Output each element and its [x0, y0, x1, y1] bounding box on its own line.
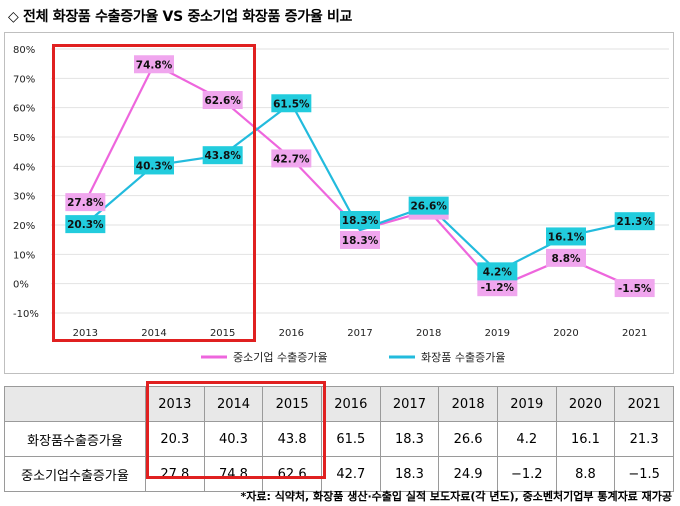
- table-cell: 4.2: [496, 421, 557, 457]
- y-tick-label: -10%: [13, 309, 39, 320]
- data-label: 18.3%: [342, 215, 379, 227]
- y-tick-label: 30%: [13, 192, 35, 203]
- table-cell: 18.3: [379, 421, 440, 457]
- table-cell: −1.2: [496, 456, 557, 492]
- x-tick-label: 2015: [210, 328, 235, 339]
- data-label-box: [546, 227, 586, 246]
- table-header-cell: 2021: [614, 386, 674, 422]
- highlight-frame-table: [146, 381, 326, 479]
- table-row-label: 화장품수출증가율: [4, 421, 146, 457]
- data-label: 20.3%: [67, 219, 104, 231]
- data-label: 16.1%: [548, 231, 585, 243]
- table-cell: 61.5: [320, 421, 381, 457]
- data-label: 26.6%: [410, 201, 447, 213]
- data-table: 2013 2014 2015 2016 2017 2018 2019 2020 2021 화장품…: [4, 386, 674, 492]
- table-header-cell: 2017: [379, 386, 440, 422]
- table-header-cell: 2020: [555, 386, 616, 422]
- table-cell: −1.5: [614, 456, 674, 492]
- data-label-box: [477, 262, 518, 281]
- x-tick-label: 2017: [347, 328, 372, 339]
- data-label: 43.8%: [204, 150, 241, 162]
- table-row: 화장품수출증가율 20.3 40.3 43.8 61.5 18.3 26.6 4.2 16.1 2…: [4, 421, 674, 457]
- y-tick-label: 50%: [13, 133, 35, 144]
- source-note: *자료: 식약처, 화장품 생산·수출입 실적 보도자료(각 년도), 중소벤처…: [240, 490, 672, 503]
- data-label-box: [477, 278, 518, 297]
- x-tick-label: 2019: [485, 328, 510, 339]
- data-label: -1.5%: [618, 283, 652, 295]
- table-cell: 43.8: [262, 421, 322, 457]
- y-tick-label: 70%: [13, 74, 35, 85]
- legend-label: 화장품 수출증가율: [421, 351, 505, 364]
- page-title: ◇ 전체 화장품 수출증가율 VS 중소기업 화장품 증가율 비교: [8, 9, 353, 25]
- data-label: 21.3%: [616, 216, 653, 228]
- y-tick-label: 10%: [13, 250, 35, 261]
- y-tick-label: 20%: [13, 221, 35, 232]
- data-label: 4.2%: [483, 266, 513, 278]
- data-label: 62.6%: [204, 95, 241, 107]
- table-cell: 21.3: [614, 421, 674, 457]
- table-header-row: 2013 2014 2015 2016 2017 2018 2019 2020 2021: [4, 386, 674, 422]
- table-cell: 16.1: [555, 421, 616, 457]
- y-tick-label: 40%: [13, 162, 35, 173]
- data-label-box: [134, 55, 174, 74]
- chart-panel: 80% 70% 60% 50% 40% 30% 20% 10% 0% -10% 2013 2014 20…: [4, 32, 674, 374]
- line-chart: 80% 70% 60% 50% 40% 30% 20% 10% 0% -10% 2013 2014 20…: [13, 45, 669, 364]
- data-label-box: [614, 279, 655, 298]
- data-label-box: [408, 196, 449, 215]
- table-cell: 42.7: [320, 456, 381, 492]
- data-label-box: [271, 94, 312, 113]
- highlight-frame-chart: [52, 44, 256, 342]
- table-header-cell: 2018: [438, 386, 498, 422]
- data-label-box: [202, 146, 243, 165]
- y-tick-label: 0%: [13, 280, 29, 291]
- data-label-box: [546, 248, 586, 267]
- table-row: 중소기업수출증가율 27.8 74.8 62.6 42.7 18.3 24.9 −1.2 8.8…: [4, 456, 674, 492]
- table-cell: 8.8: [555, 456, 616, 492]
- table-header-cell: 2016: [320, 386, 381, 422]
- x-tick-label: 2013: [73, 328, 98, 339]
- data-label: 27.8%: [67, 197, 104, 209]
- data-label-box: [271, 149, 312, 168]
- table-cell: 26.6: [438, 421, 498, 457]
- y-tick-label: 60%: [13, 104, 35, 115]
- x-tick-label: 2016: [279, 328, 304, 339]
- data-label: 18.3%: [342, 235, 379, 247]
- data-label-box: [202, 91, 243, 110]
- table-header-cell: 2013: [145, 386, 205, 422]
- data-label: 42.7%: [273, 153, 310, 165]
- data-label: 61.5%: [273, 98, 310, 110]
- legend-label: 중소기업 수출증가율: [233, 351, 328, 364]
- data-label-box: [65, 193, 106, 212]
- table-header-cell: 2019: [496, 386, 557, 422]
- table-corner-cell: [4, 386, 146, 422]
- data-label-box: [340, 210, 380, 229]
- data-label: 40.3%: [136, 160, 173, 172]
- data-label: 74.8%: [136, 59, 173, 71]
- series-line-2: [84, 101, 635, 273]
- x-tick-label: 2021: [622, 328, 647, 339]
- data-label-box: [134, 156, 174, 175]
- data-label: -1.2%: [481, 282, 515, 294]
- x-tick-label: 2014: [141, 328, 166, 339]
- table-cell: 24.9: [438, 456, 498, 492]
- y-tick-label: 80%: [13, 45, 35, 56]
- data-label-box: [65, 215, 106, 234]
- x-tick-label: 2018: [416, 328, 441, 339]
- data-label-box: [614, 212, 655, 231]
- table-cell: 74.8: [203, 456, 264, 492]
- table-header-cell: 2015: [262, 386, 322, 422]
- x-tick-label: 2020: [553, 328, 578, 339]
- data-label: 8.8%: [551, 253, 581, 265]
- table-row-label: 중소기업수출증가율: [4, 456, 146, 492]
- table-cell: 18.3: [379, 456, 440, 492]
- data-label-box: [340, 230, 380, 249]
- table-header-cell: 2014: [203, 386, 264, 422]
- table-cell: 40.3: [203, 421, 264, 457]
